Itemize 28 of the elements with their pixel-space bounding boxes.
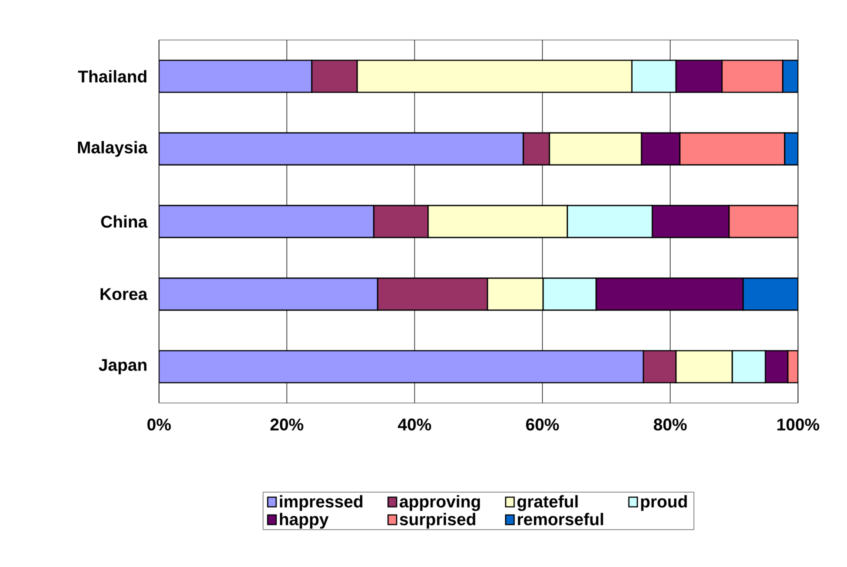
bar — [159, 278, 378, 311]
y-tick-label: Japan — [98, 359, 146, 374]
legend-label: grateful — [517, 495, 578, 511]
bar — [742, 278, 798, 311]
x-tick-label: 40% — [398, 418, 432, 431]
legend-label: approving — [400, 495, 480, 511]
legend-label: proud — [641, 495, 687, 511]
legend-label: remorseful — [518, 512, 604, 526]
x-tick-label: 100% — [777, 418, 820, 431]
legend-label: happy — [280, 512, 329, 529]
bar — [728, 204, 798, 238]
y-tick-label: Malaysia — [78, 141, 148, 157]
x-tick-label: 0% — [147, 418, 171, 431]
legend-label: surprised — [400, 512, 476, 529]
bar — [721, 60, 784, 93]
bar — [784, 132, 798, 166]
bar — [159, 60, 312, 93]
legend-label: impressed — [280, 495, 362, 511]
y-tick-label: Korea — [100, 288, 148, 300]
bar — [159, 132, 524, 166]
x-tick-label: 80% — [654, 418, 687, 431]
x-tick-label: 20% — [270, 418, 304, 431]
y-tick-label: Thailand — [78, 70, 146, 83]
x-tick-label: 60% — [526, 418, 559, 431]
y-tick-label: China — [101, 215, 148, 228]
bar — [679, 132, 786, 166]
bar — [159, 350, 644, 384]
bar — [159, 204, 374, 238]
